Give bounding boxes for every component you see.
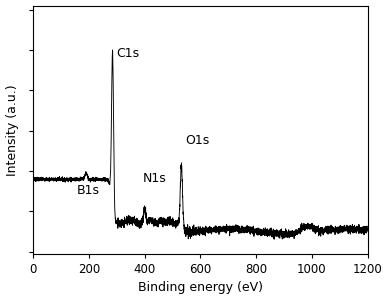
X-axis label: Binding energy (eV): Binding energy (eV) — [138, 281, 263, 294]
Text: O1s: O1s — [185, 134, 209, 147]
Text: B1s: B1s — [76, 184, 99, 197]
Text: N1s: N1s — [142, 172, 166, 185]
Text: C1s: C1s — [117, 47, 140, 60]
Y-axis label: Intensity (a.u.): Intensity (a.u.) — [5, 84, 19, 176]
